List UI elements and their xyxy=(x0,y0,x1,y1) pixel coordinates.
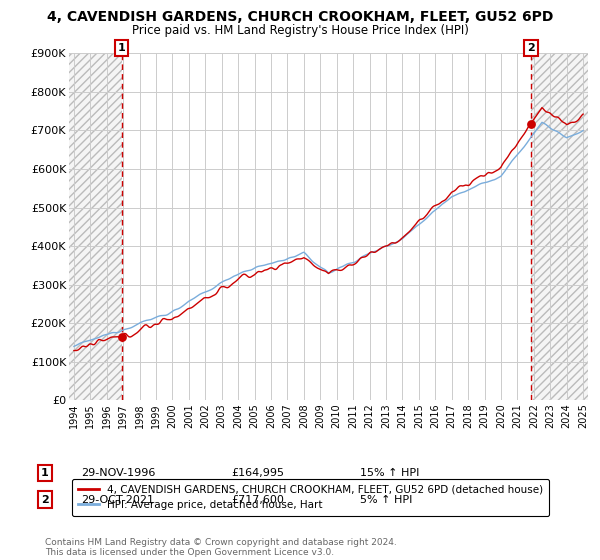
Bar xyxy=(531,53,588,400)
Point xyxy=(117,332,127,341)
Text: Contains HM Land Registry data © Crown copyright and database right 2024.
This d: Contains HM Land Registry data © Crown c… xyxy=(45,538,397,557)
Text: 1: 1 xyxy=(41,468,49,478)
Text: 2: 2 xyxy=(41,494,49,505)
Text: 29-NOV-1996: 29-NOV-1996 xyxy=(81,468,155,478)
Text: Price paid vs. HM Land Registry's House Price Index (HPI): Price paid vs. HM Land Registry's House … xyxy=(131,24,469,36)
Text: £164,995: £164,995 xyxy=(231,468,284,478)
Text: 2: 2 xyxy=(527,43,535,53)
Text: 5% ↑ HPI: 5% ↑ HPI xyxy=(360,494,412,505)
Text: 29-OCT-2021: 29-OCT-2021 xyxy=(81,494,154,505)
Text: £717,600: £717,600 xyxy=(231,494,284,505)
Text: 4, CAVENDISH GARDENS, CHURCH CROOKHAM, FLEET, GU52 6PD: 4, CAVENDISH GARDENS, CHURCH CROOKHAM, F… xyxy=(47,10,553,24)
Point xyxy=(526,119,536,128)
Text: 1: 1 xyxy=(118,43,125,53)
Legend: 4, CAVENDISH GARDENS, CHURCH CROOKHAM, FLEET, GU52 6PD (detached house), HPI: Av: 4, CAVENDISH GARDENS, CHURCH CROOKHAM, F… xyxy=(71,479,550,516)
Bar xyxy=(69,53,122,400)
Text: 15% ↑ HPI: 15% ↑ HPI xyxy=(360,468,419,478)
